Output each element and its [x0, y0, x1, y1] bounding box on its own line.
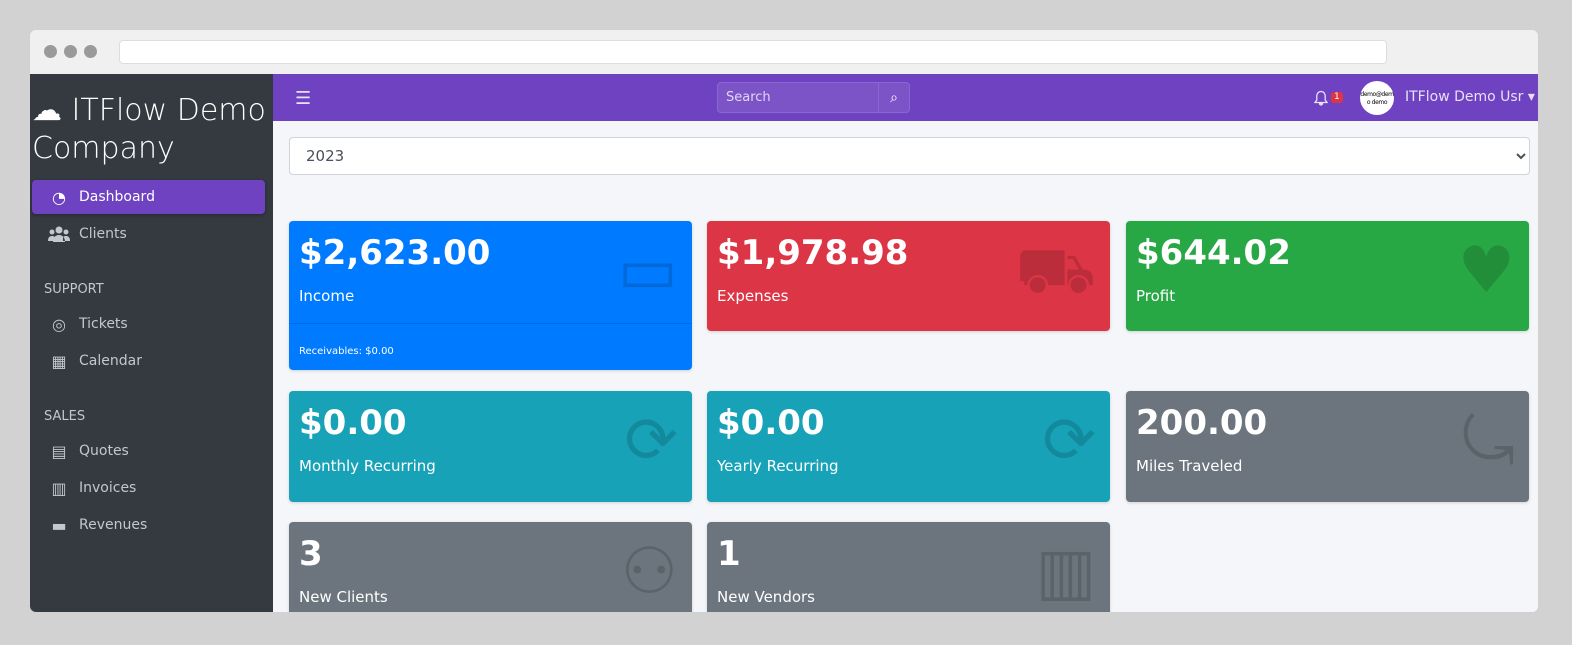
building-icon: ▥	[1035, 540, 1096, 609]
stat-value: $1,978.98	[717, 233, 909, 273]
stat-label: Profit	[1136, 287, 1176, 305]
stat-value: 200.00	[1136, 403, 1268, 443]
stat-value: $0.00	[717, 403, 825, 443]
label: Tickets	[79, 316, 128, 332]
stat-label: New Vendors	[717, 588, 815, 606]
search-input[interactable]	[718, 83, 878, 112]
stat-label: New Clients	[299, 588, 388, 606]
label: Revenues	[79, 517, 148, 533]
window-dot[interactable]	[44, 45, 57, 58]
cloud-icon: ☁	[32, 93, 62, 128]
section-header-sales: SALES	[44, 409, 86, 424]
stat-label: Income	[299, 287, 355, 305]
caret-down-icon: ▾	[1527, 89, 1535, 105]
label: Quotes	[79, 443, 129, 459]
label: Invoices	[79, 480, 137, 496]
stat-card-miles-traveled[interactable]: 200.00 Miles Traveled ⤿	[1126, 391, 1529, 502]
stat-value: 3	[299, 534, 323, 574]
route-icon: ⤿	[1461, 409, 1515, 478]
stat-footer: Receivables: $0.00	[289, 323, 692, 357]
stat-card-monthly-recurring[interactable]: $0.00 Monthly Recurring ⟳	[289, 391, 692, 502]
year-select[interactable]: 2023	[289, 137, 1530, 175]
main-content: 2023 $2,623.00 Income ▭ Receivables: $0.0…	[273, 121, 1538, 612]
search-icon: ⌕	[890, 89, 898, 105]
stat-label: Yearly Recurring	[717, 457, 839, 475]
stat-card-profit[interactable]: $644.02 Profit ♥	[1126, 221, 1529, 331]
bell-icon[interactable]	[1313, 90, 1329, 106]
file-icon: ▤	[51, 441, 67, 461]
label: Clients	[79, 226, 127, 242]
browser-window: ☁ ITFlow Demo Company ◔ Dashboard Clients…	[30, 30, 1538, 612]
label: Dashboard	[79, 189, 155, 205]
stat-value: $2,623.00	[299, 233, 491, 273]
sync-icon: ⟳	[624, 409, 678, 478]
sidebar-item-clients[interactable]: Clients	[32, 217, 265, 251]
stat-value: $644.02	[1136, 233, 1291, 273]
sidebar-item-revenues[interactable]: ▬ Revenues	[32, 508, 265, 542]
label: Calendar	[79, 353, 142, 369]
section-header-support: SUPPORT	[44, 282, 104, 297]
invoice-icon: ▥	[51, 478, 67, 498]
stat-card-new-clients[interactable]: 3 New Clients ⚇	[289, 522, 692, 612]
stat-card-yearly-recurring[interactable]: $0.00 Yearly Recurring ⟳	[707, 391, 1110, 502]
stat-value: 1	[717, 534, 741, 574]
search-button[interactable]: ⌕	[878, 83, 909, 112]
search-form: ⌕	[717, 82, 910, 113]
dashboard-icon: ◔	[52, 187, 66, 207]
browser-chrome	[30, 30, 1538, 74]
window-dot[interactable]	[84, 45, 97, 58]
brand-link[interactable]: ☁ ITFlow Demo Company	[30, 74, 273, 168]
avatar[interactable]: demo@demo demo	[1360, 81, 1394, 115]
notification-badge: 1	[1331, 92, 1343, 103]
stat-label: Expenses	[717, 287, 789, 305]
sidebar: ☁ ITFlow Demo Company ◔ Dashboard Clients…	[30, 74, 273, 612]
user-menu[interactable]: ITFlow Demo Usr ▾	[1405, 89, 1535, 105]
users-icon: ⚇	[620, 540, 678, 609]
stat-card-new-vendors[interactable]: 1 New Vendors ▥	[707, 522, 1110, 612]
stat-card-income[interactable]: $2,623.00 Income ▭ Receivables: $0.00	[289, 221, 692, 370]
sidebar-item-dashboard[interactable]: ◔ Dashboard	[32, 180, 265, 214]
stat-card-expenses[interactable]: $1,978.98 Expenses ⛟	[707, 221, 1110, 331]
sidebar-item-quotes[interactable]: ▤ Quotes	[32, 434, 265, 468]
sync-icon: ⟳	[1042, 409, 1096, 478]
cart-icon: ⛟	[1015, 239, 1096, 308]
credit-card-icon: ▬	[51, 515, 67, 535]
sidebar-item-calendar[interactable]: ▦ Calendar	[32, 344, 265, 378]
credit-card-icon: ▭	[617, 239, 678, 308]
stat-label: Monthly Recurring	[299, 457, 436, 475]
calendar-icon: ▦	[51, 351, 67, 371]
address-bar[interactable]	[119, 40, 1387, 64]
life-ring-icon: ◎	[52, 314, 66, 334]
hamburger-menu-icon[interactable]: ☰	[295, 88, 312, 109]
heart-icon: ♥	[1457, 239, 1515, 308]
stat-label: Miles Traveled	[1136, 457, 1243, 475]
brand-text: ITFlow Demo Company	[32, 93, 266, 166]
window-dot[interactable]	[64, 45, 77, 58]
sidebar-item-invoices[interactable]: ▥ Invoices	[32, 471, 265, 505]
users-icon	[48, 226, 70, 242]
stat-value: $0.00	[299, 403, 407, 443]
top-navbar: ☰ ⌕ 1 demo@demo demo ITFlow Demo Usr ▾	[273, 74, 1538, 121]
sidebar-item-tickets[interactable]: ◎ Tickets	[32, 307, 265, 341]
user-name: ITFlow Demo Usr	[1405, 89, 1524, 105]
